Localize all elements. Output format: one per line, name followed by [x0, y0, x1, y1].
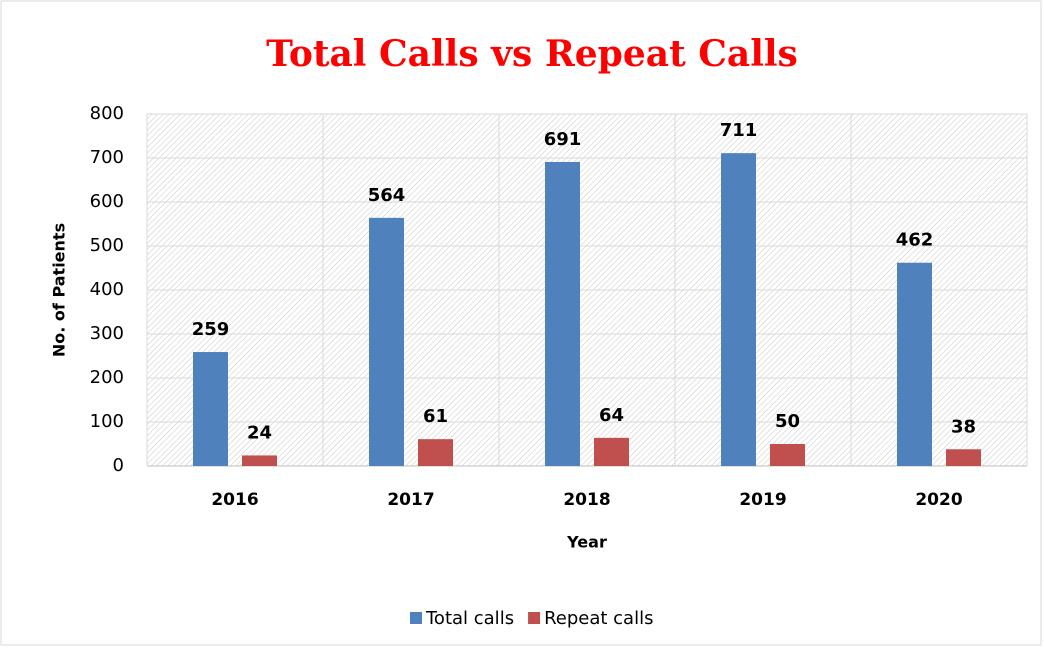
bar — [242, 455, 277, 466]
x-tick-label: 2017 — [387, 490, 434, 510]
y-tick-label: 800 — [90, 103, 124, 124]
legend-swatch — [410, 612, 422, 624]
data-label: 711 — [720, 120, 758, 141]
bar — [897, 262, 932, 466]
bar — [770, 444, 805, 466]
legend-label: Repeat calls — [544, 608, 653, 629]
bar — [721, 153, 756, 466]
x-tick-label: 2018 — [563, 490, 610, 510]
y-tick-label: 700 — [90, 147, 124, 168]
data-label: 564 — [368, 185, 406, 206]
data-label: 50 — [775, 411, 800, 432]
bar — [545, 161, 580, 466]
data-label: 691 — [544, 129, 582, 150]
y-tick-label: 200 — [90, 367, 124, 388]
y-tick-label: 400 — [90, 279, 124, 300]
chart-title: Total Calls vs Repeat Calls — [266, 33, 798, 75]
y-tick-label: 0 — [113, 455, 124, 476]
y-tick-label: 100 — [90, 411, 124, 432]
data-label: 259 — [192, 319, 230, 340]
x-tick-label: 2016 — [211, 490, 258, 510]
data-label: 24 — [247, 422, 272, 443]
y-tick-label: 300 — [90, 323, 124, 344]
data-label: 64 — [599, 405, 624, 426]
x-tick-label: 2019 — [739, 490, 786, 510]
x-axis-label: Year — [566, 533, 607, 552]
bar — [369, 217, 404, 466]
y-axis-label: No. of Patients — [50, 223, 69, 357]
bar — [418, 439, 453, 466]
data-label: 38 — [951, 416, 976, 437]
bar — [594, 437, 629, 466]
x-tick-label: 2020 — [915, 490, 962, 510]
bar — [193, 352, 228, 466]
legend-label: Total calls — [425, 608, 514, 629]
data-label: 462 — [896, 230, 934, 251]
y-tick-label: 600 — [90, 191, 124, 212]
bar — [946, 449, 981, 466]
y-tick-label: 500 — [90, 235, 124, 256]
legend-swatch — [528, 612, 541, 624]
data-label: 61 — [423, 406, 448, 427]
